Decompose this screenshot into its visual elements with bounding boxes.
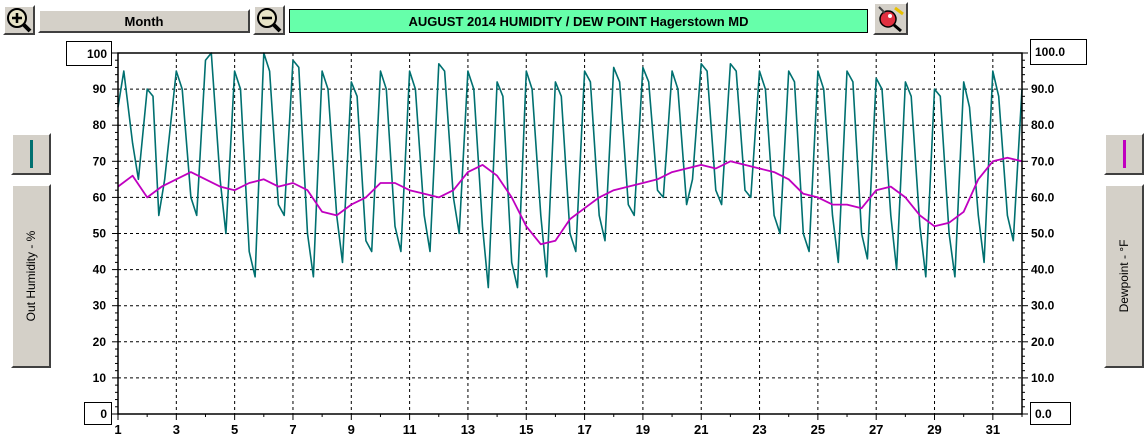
y-tick-label-right: 80.0 <box>1031 118 1055 132</box>
x-tick-label: 11 <box>403 422 417 437</box>
x-tick-label: 9 <box>348 422 355 437</box>
x-tick-label: 31 <box>986 422 1000 437</box>
x-tick-label: 1 <box>114 422 121 437</box>
zoom-out-button[interactable] <box>253 5 285 35</box>
magnifier-wand-icon <box>878 6 904 33</box>
x-tick-label: 19 <box>636 422 650 437</box>
y-tick-label-right: 20.0 <box>1031 335 1055 349</box>
left-axis-min-box[interactable]: 0 <box>84 402 112 425</box>
x-tick-label: 29 <box>927 422 941 437</box>
y-tick-label-left: 60 <box>93 190 107 204</box>
settings-button[interactable] <box>873 2 908 35</box>
x-tick-label: 21 <box>694 422 708 437</box>
x-tick-label: 27 <box>869 422 883 437</box>
right-axis-min-box[interactable]: 0.0 <box>1030 402 1071 425</box>
humidity-axis-label-button[interactable]: Out Humidity - % <box>11 184 51 368</box>
y-tick-label-left: 40 <box>93 263 107 277</box>
plot-frame <box>117 52 1023 415</box>
y-tick-label-left: 10 <box>93 371 107 385</box>
y-tick-label-left: 80 <box>93 118 107 132</box>
y-tick-label-right: 50.0 <box>1031 227 1055 241</box>
y-tick-label-left: 70 <box>93 154 107 168</box>
y-tick-label-left: 30 <box>93 299 107 313</box>
left-axis-max-value: 100 <box>86 46 107 61</box>
x-tick-label: 25 <box>811 422 825 437</box>
period-selector-button[interactable]: Month <box>38 9 250 33</box>
right-axis-min-value: 0.0 <box>1035 406 1052 421</box>
right-axis-max-value: 100.0 <box>1035 45 1066 59</box>
left-axis-min-value: 0 <box>100 406 107 421</box>
magnifier-minus-icon <box>257 8 282 33</box>
dewpoint-series-line <box>117 156 1023 246</box>
dewpoint-color-swatch <box>1122 140 1126 168</box>
left-axis-max-box[interactable]: 100 <box>66 41 112 66</box>
period-label: Month <box>124 13 164 29</box>
x-tick-label: 17 <box>577 422 591 437</box>
x-tick-label: 15 <box>519 422 533 437</box>
y-tick-label-left: 90 <box>93 82 107 96</box>
dewpoint-series-color-button[interactable] <box>1104 133 1144 175</box>
y-tick-label-right: 70.0 <box>1031 154 1055 168</box>
x-tick-label: 23 <box>752 422 766 437</box>
y-tick-label-right: 60.0 <box>1031 190 1055 204</box>
x-tick-label: 7 <box>289 422 296 437</box>
chart-title: AUGUST 2014 HUMIDITY / DEW POINT Hagerst… <box>289 9 868 33</box>
y-tick-label-left: 50 <box>93 227 107 241</box>
y-tick-label-right: 10.0 <box>1031 371 1055 385</box>
y-tick-label-right: 30.0 <box>1031 299 1055 313</box>
zoom-in-button[interactable] <box>3 5 35 35</box>
right-axis-max-box[interactable]: 100.0 <box>1030 39 1087 65</box>
humidity-series-color-button[interactable] <box>11 133 51 175</box>
x-tick-label: 13 <box>461 422 475 437</box>
x-tick-label: 3 <box>173 422 180 437</box>
y-tick-label-right: 90.0 <box>1031 82 1055 96</box>
x-tick-label: 5 <box>231 422 238 437</box>
humidity-color-swatch <box>29 140 33 168</box>
magnifier-plus-icon <box>7 8 32 33</box>
chart-title-text: AUGUST 2014 HUMIDITY / DEW POINT Hagerst… <box>408 13 749 29</box>
dewpoint-axis-label-button[interactable]: Dewpoint - °F <box>1104 184 1144 368</box>
y-tick-label-left: 20 <box>93 335 107 349</box>
y-tick-label-right: 40.0 <box>1031 263 1055 277</box>
